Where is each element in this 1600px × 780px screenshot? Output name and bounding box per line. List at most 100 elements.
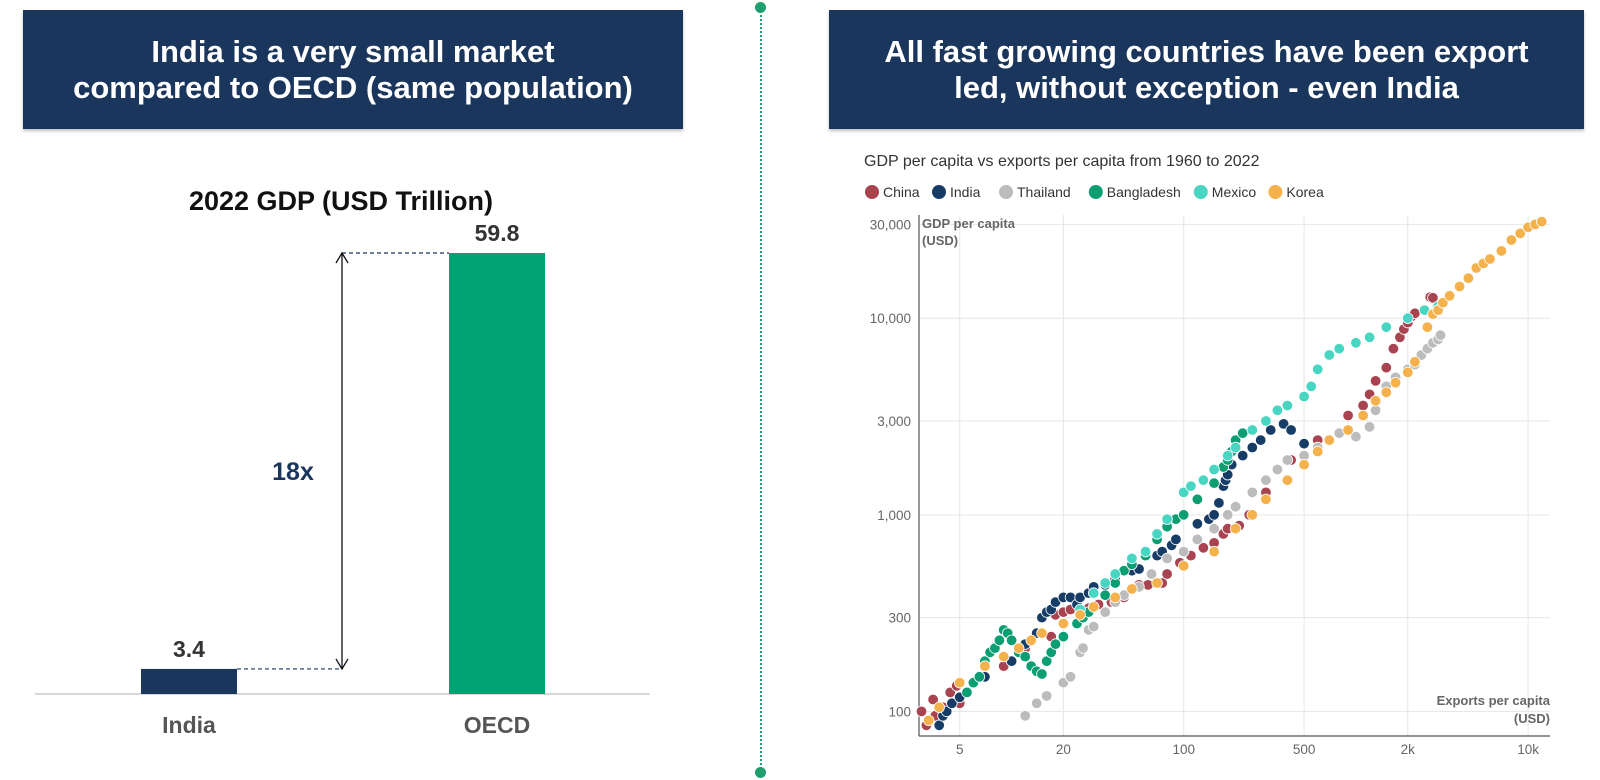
- scatter-grid: [918, 215, 1550, 737]
- point-mexico: [1323, 349, 1336, 361]
- arrow-head-bottom: [335, 658, 349, 671]
- right-banner: All fast growing countries have been exp…: [829, 10, 1584, 129]
- point-bangladesh: [1040, 655, 1053, 667]
- point-korea: [1177, 560, 1190, 572]
- point-thailand: [1064, 671, 1077, 683]
- point-korea: [1421, 321, 1434, 333]
- point-thailand: [1363, 421, 1376, 433]
- y-axis-label-line-2: (USD): [922, 233, 958, 248]
- legend-swatch-bangladesh: [1088, 185, 1103, 199]
- point-india: [946, 697, 958, 710]
- point-korea: [954, 677, 966, 689]
- bar-value-india: 3.4: [173, 636, 205, 662]
- point-mexico: [1139, 545, 1152, 558]
- point-mexico: [1126, 552, 1138, 565]
- point-bangladesh: [973, 671, 986, 683]
- point-mexico: [1087, 587, 1100, 599]
- y-tick-label: 10,000: [870, 311, 911, 326]
- point-mexico: [1221, 449, 1234, 462]
- point-thailand: [1350, 430, 1362, 443]
- point-thailand: [1040, 690, 1053, 702]
- point-thailand: [1087, 620, 1100, 633]
- point-china: [1380, 362, 1393, 374]
- point-thailand: [1221, 509, 1234, 521]
- bar-category-oecd: OECD: [464, 712, 530, 738]
- point-thailand: [1369, 404, 1382, 417]
- point-china: [915, 705, 928, 718]
- point-mexico: [1099, 577, 1111, 589]
- legend-label-korea: Korea: [1286, 184, 1324, 200]
- point-mexico: [1208, 463, 1220, 476]
- point-korea: [1208, 545, 1220, 558]
- point-bangladesh: [1177, 509, 1190, 521]
- point-korea: [1342, 424, 1354, 436]
- point-korea: [1402, 366, 1414, 379]
- point-korea: [1025, 634, 1037, 647]
- point-mexico: [1281, 399, 1294, 412]
- point-bangladesh: [993, 634, 1006, 647]
- point-thailand: [1191, 533, 1204, 546]
- point-thailand: [1177, 545, 1190, 558]
- point-thailand: [1434, 329, 1447, 341]
- bar-chart-title: 2022 GDP (USD Trillion): [189, 186, 493, 216]
- point-china: [1357, 399, 1369, 412]
- point-mexico: [1260, 415, 1272, 427]
- point-china: [1342, 409, 1354, 422]
- scatter-legend: China India Thailand Bangladesh Mexico Korea: [865, 184, 1324, 200]
- point-india: [1285, 424, 1297, 436]
- point-india: [1236, 449, 1249, 462]
- point-thailand: [1229, 501, 1242, 513]
- gdp-bar-chart: 2022 GDP (USD Trillion) 3.4 59.8 India O…: [35, 186, 650, 738]
- point-mexico: [1350, 337, 1362, 349]
- point-korea: [1087, 601, 1100, 613]
- point-thailand: [1099, 606, 1111, 618]
- point-korea: [1311, 445, 1324, 458]
- scatter-ticks: 100 300 1,000 3,000 10,000 30,000 5 20 100 500 2k 1…: [870, 217, 1540, 757]
- bar-category-india: India: [162, 712, 216, 738]
- point-india: [1277, 418, 1290, 430]
- point-korea: [1229, 523, 1242, 535]
- point-korea: [998, 650, 1010, 663]
- point-mexico: [1271, 404, 1284, 417]
- x-tick-label: 500: [1293, 742, 1316, 757]
- section-divider: [760, 8, 762, 772]
- legend-label-china: China: [883, 184, 920, 200]
- point-india: [1264, 424, 1277, 436]
- point-korea: [1443, 290, 1456, 302]
- multiplier-arrow: [335, 251, 349, 671]
- point-korea: [1462, 272, 1475, 284]
- point-korea: [1380, 386, 1393, 399]
- y-tick-label: 30,000: [870, 217, 911, 232]
- point-korea: [1246, 509, 1259, 521]
- point-india: [1213, 497, 1225, 509]
- point-mexico: [1363, 331, 1376, 344]
- point-india: [1208, 509, 1220, 521]
- x-tick-label: 5: [956, 742, 964, 757]
- x-tick-label: 10k: [1517, 742, 1539, 757]
- y-tick-label: 100: [888, 704, 911, 719]
- point-korea: [1389, 377, 1402, 389]
- legend-label-india: India: [950, 184, 981, 200]
- left-banner: India is a very small market compared to…: [23, 10, 683, 129]
- scatter-points: [915, 215, 1548, 732]
- point-mexico: [1246, 424, 1259, 436]
- point-mexico: [1197, 474, 1210, 486]
- point-korea: [1409, 356, 1421, 368]
- point-india: [933, 719, 945, 732]
- point-korea: [1074, 609, 1086, 621]
- point-korea: [1057, 617, 1070, 630]
- point-korea: [1126, 583, 1138, 595]
- x-tick-label: 20: [1056, 742, 1071, 757]
- point-korea: [1357, 409, 1369, 422]
- point-thailand: [1281, 454, 1294, 466]
- legend-swatch-china: [865, 185, 879, 199]
- point-india: [1191, 518, 1204, 530]
- right-banner-line-1: All fast growing countries have been exp…: [884, 33, 1529, 69]
- point-korea: [1484, 253, 1496, 265]
- divider-dot-top: [755, 2, 766, 13]
- point-mexico: [1229, 441, 1242, 454]
- point-mexico: [1298, 390, 1310, 403]
- point-mexico: [1305, 380, 1317, 393]
- point-thailand: [1208, 523, 1220, 535]
- point-korea: [1505, 234, 1518, 246]
